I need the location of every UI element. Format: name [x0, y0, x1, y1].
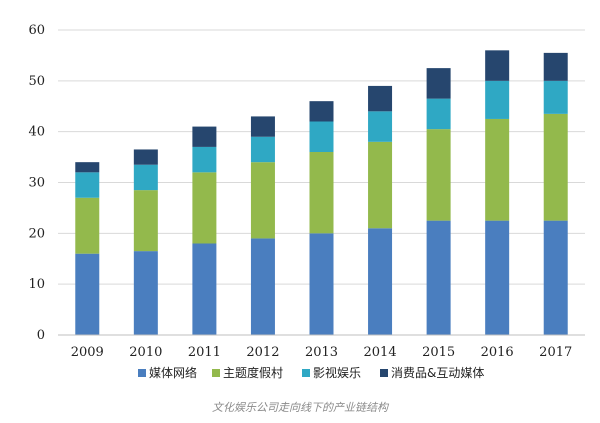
- legend-label: 主题度假村: [223, 365, 283, 380]
- bar-segment-4: [133, 149, 158, 165]
- bar-segment-4: [426, 68, 451, 99]
- bar-segment-1: [192, 243, 217, 335]
- bar-segment-3: [75, 172, 100, 198]
- legend: 媒体网络 主题度假村 影视娱乐 消费品&互动媒体: [138, 365, 484, 380]
- bar-segment-4: [543, 52, 568, 81]
- bar-segment-4: [250, 116, 275, 137]
- bar-segment-4: [309, 101, 334, 122]
- bar-segment-3: [368, 111, 393, 142]
- bar-segment-4: [368, 85, 393, 112]
- bar-segment-2: [309, 152, 334, 234]
- x-tick-label: 2011: [188, 345, 221, 360]
- x-tick-label: 2009: [71, 345, 104, 360]
- bar-segment-2: [133, 190, 158, 252]
- bar-segment-2: [485, 118, 510, 221]
- x-tick-label: 2014: [364, 345, 397, 360]
- bar-segment-1: [133, 251, 158, 335]
- bar-segment-1: [309, 233, 334, 335]
- bar-segment-3: [543, 80, 568, 114]
- bar-segment-1: [543, 220, 568, 335]
- legend-label: 媒体网络: [149, 365, 197, 380]
- bar-segment-2: [426, 129, 451, 221]
- bar-segment-3: [250, 136, 275, 163]
- bar-segment-3: [192, 146, 217, 173]
- bar-segment-3: [426, 98, 451, 130]
- y-tick-label: 0: [37, 328, 45, 343]
- bar-segment-2: [368, 141, 393, 229]
- legend-label: 影视娱乐: [313, 365, 361, 380]
- bar-segment-1: [368, 228, 393, 335]
- legend-label: 消费品&互动媒体: [391, 366, 484, 380]
- x-tick-label: 2013: [305, 345, 338, 360]
- bar-segment-2: [250, 162, 275, 239]
- bar-segment-4: [75, 162, 100, 173]
- bar-segment-1: [75, 253, 100, 335]
- legend-swatch: [302, 369, 310, 377]
- bars: [75, 50, 568, 335]
- y-tick-label: 20: [28, 226, 45, 241]
- chart-caption: 文化娱乐公司走向线下的产业链结构: [212, 401, 390, 414]
- bar-segment-2: [192, 172, 217, 244]
- legend-swatch: [138, 369, 146, 377]
- bar-segment-4: [485, 50, 510, 81]
- legend-swatch: [380, 369, 388, 377]
- bar-segment-1: [426, 220, 451, 335]
- y-tick-label: 50: [28, 74, 45, 89]
- x-axis-ticks: 2009 2010 2011 2012 2013 2014 2015 2016 2017: [71, 345, 573, 360]
- y-tick-label: 30: [28, 176, 45, 191]
- x-tick-label: 2010: [129, 345, 162, 360]
- y-tick-label: 60: [28, 23, 45, 38]
- bar-segment-4: [192, 126, 217, 147]
- bar-segment-3: [133, 164, 158, 191]
- x-tick-label: 2012: [246, 345, 279, 360]
- bar-segment-3: [309, 121, 334, 152]
- bar-segment-3: [485, 80, 510, 119]
- y-axis-ticks: 0 10 20 30 40 50 60: [28, 23, 45, 343]
- y-tick-label: 40: [28, 125, 45, 140]
- bar-segment-2: [75, 197, 100, 254]
- x-tick-label: 2015: [422, 345, 455, 360]
- bar-segment-2: [543, 113, 568, 221]
- x-tick-label: 2017: [539, 345, 572, 360]
- y-tick-label: 10: [28, 277, 45, 292]
- bar-segment-1: [250, 238, 275, 335]
- bar-segment-1: [485, 220, 510, 335]
- legend-swatch: [212, 369, 220, 377]
- x-tick-label: 2016: [481, 345, 514, 360]
